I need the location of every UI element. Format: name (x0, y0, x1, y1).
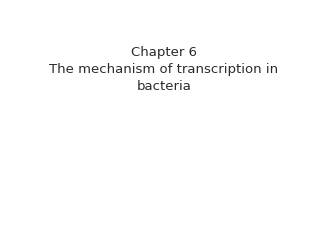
Text: Chapter 6
The mechanism of transcription in
bacteria: Chapter 6 The mechanism of transcription… (49, 46, 279, 93)
